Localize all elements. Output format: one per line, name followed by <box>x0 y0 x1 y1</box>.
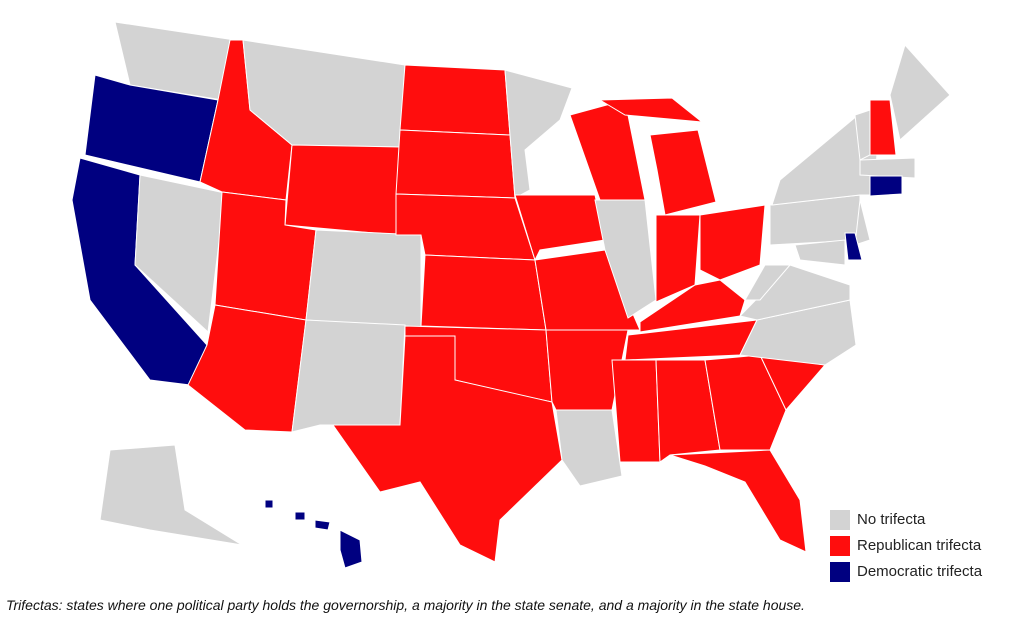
state <box>264 499 274 509</box>
legend-label: Democratic trifecta <box>857 563 983 580</box>
state <box>399 64 511 136</box>
legend-label: Republican trifecta <box>857 537 982 554</box>
state <box>314 519 331 531</box>
legend-swatch <box>830 562 850 582</box>
state <box>291 319 406 433</box>
legend-label: No trifecta <box>857 511 926 528</box>
state <box>504 69 573 199</box>
caption: Trifectas: states where one political pa… <box>6 597 805 613</box>
state <box>869 99 897 156</box>
legend: No trifecta Republican trifecta Democrat… <box>830 510 983 582</box>
state <box>284 144 401 236</box>
state <box>598 97 704 123</box>
state <box>420 254 547 331</box>
legend-swatch <box>830 536 850 556</box>
state <box>859 157 916 179</box>
state <box>99 444 243 546</box>
state <box>794 239 846 266</box>
state <box>854 199 871 246</box>
state <box>395 129 516 199</box>
state <box>332 335 563 563</box>
state <box>611 359 661 463</box>
state <box>739 299 857 366</box>
states <box>71 21 951 569</box>
state <box>649 129 717 216</box>
state <box>669 449 807 553</box>
state <box>134 174 226 334</box>
state <box>869 175 903 197</box>
state <box>655 359 721 463</box>
state <box>844 232 863 261</box>
state <box>514 194 606 262</box>
state <box>555 409 623 487</box>
state <box>305 229 422 329</box>
legend-swatch <box>830 510 850 530</box>
state <box>889 44 951 141</box>
state <box>744 264 792 301</box>
state <box>699 204 766 281</box>
state <box>339 529 363 569</box>
state <box>594 199 657 319</box>
state <box>294 511 306 521</box>
